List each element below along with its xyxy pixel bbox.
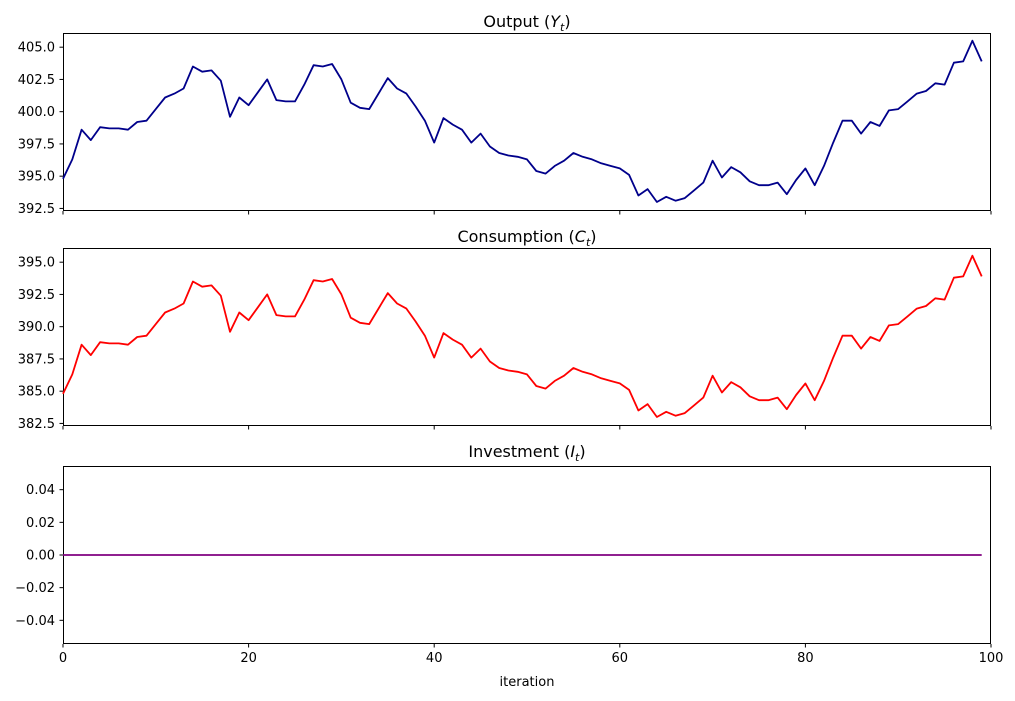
- y-tick-label: −0.04: [15, 614, 55, 629]
- y-tick-label: 405.0: [18, 41, 55, 56]
- consumption-line: [62, 254, 983, 418]
- x-tick-label: 100: [979, 651, 1004, 666]
- y-tick-label: 0.00: [26, 549, 55, 564]
- y-tick-label: 0.02: [26, 516, 55, 531]
- investment-x-ticks: 0 20 40 60 80 100: [59, 644, 1004, 666]
- y-tick-label: 400.0: [18, 105, 55, 120]
- title-subscript: t: [575, 451, 580, 465]
- title-text: Investment (: [468, 442, 571, 461]
- consumption-y-ticks: 395.0 392.5 390.0 387.5 385.0 382.5: [18, 256, 63, 432]
- title-subscript: t: [585, 236, 591, 250]
- consumption-x-ticks: [62, 426, 992, 430]
- x-tick-label: 20: [240, 651, 257, 666]
- y-tick-label: −0.02: [15, 581, 55, 596]
- y-tick-label: 385.0: [18, 385, 55, 400]
- x-tick-label: 0: [59, 651, 67, 666]
- x-tick-label: 40: [426, 651, 443, 666]
- y-tick-label: 395.0: [18, 170, 55, 185]
- title-subscript: t: [560, 21, 565, 35]
- y-tick-label: 390.0: [18, 320, 55, 335]
- y-tick-label: 392.5: [18, 288, 55, 303]
- title-text: ): [590, 227, 597, 246]
- investment-chart: 0.04 0.02 0.00 −0.02 −0.04 0 20 40 60 80 100: [15, 466, 1004, 666]
- consumption-chart-title: Consumption (Ct): [63, 227, 991, 250]
- x-tick-label: 80: [797, 651, 814, 666]
- title-text: ): [579, 442, 586, 461]
- title-variable: C: [574, 227, 586, 246]
- title-text: Output (: [483, 12, 551, 31]
- title-text: Consumption (: [457, 227, 575, 246]
- y-tick-label: 382.5: [18, 417, 55, 432]
- y-tick-label: 397.5: [18, 137, 55, 152]
- title-variable: I: [570, 442, 576, 461]
- x-axis-label: iteration: [499, 675, 555, 690]
- output-line: [62, 39, 983, 203]
- x-tick-label: 60: [612, 651, 629, 666]
- output-x-ticks: [62, 211, 992, 215]
- output-chart: 405.0 402.5 400.0 397.5 395.0 392.5: [18, 33, 992, 217]
- y-tick-label: 395.0: [18, 256, 55, 271]
- investment-chart-title: Investment (It): [63, 442, 991, 465]
- y-tick-label: 402.5: [18, 73, 55, 88]
- investment-y-ticks: 0.04 0.02 0.00 −0.02 −0.04: [15, 483, 63, 629]
- output-axes-box: [63, 33, 991, 211]
- title-text: ): [564, 12, 571, 31]
- y-tick-label: 387.5: [18, 352, 55, 367]
- output-chart-title: Output (Yt): [63, 12, 991, 35]
- y-tick-label: 392.5: [18, 202, 55, 217]
- y-tick-label: 0.04: [26, 483, 55, 498]
- output-y-ticks: 405.0 402.5 400.0 397.5 395.0 392.5: [18, 41, 63, 217]
- title-variable: Y: [550, 12, 561, 31]
- consumption-chart: 395.0 392.5 390.0 387.5 385.0 382.5: [18, 248, 992, 432]
- consumption-axes-box: [63, 248, 991, 426]
